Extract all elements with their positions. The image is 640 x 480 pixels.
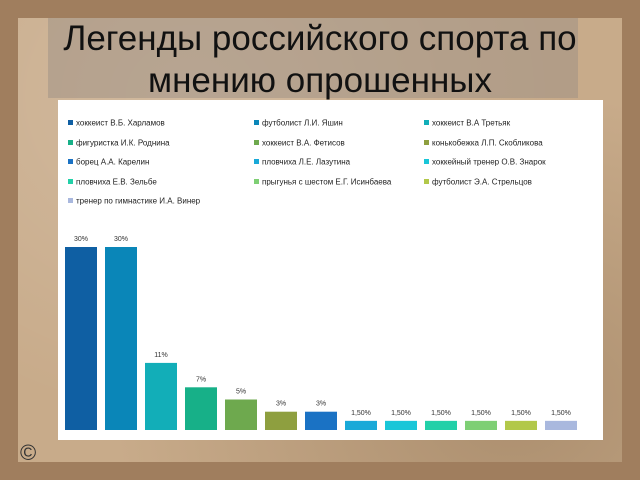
bar [225,399,257,430]
legend-label: хоккеист В.А. Фетисов [262,137,345,147]
legend-item: футболист Э.А. Стрельцов [424,177,532,186]
legend-swatch [254,139,259,145]
data-label: 7% [196,376,206,383]
data-label: 3% [316,401,326,408]
data-label: 1,50% [511,410,531,417]
chart-area: хоккеист В.Б. Харламов футболист Л.И. Яши… [58,100,603,440]
data-label: 11% [154,352,168,359]
legend-item: хоккеист В.Б. Харламов [68,118,165,127]
legend-item: хоккейный тренер О.В. Знарок [424,157,546,166]
bar [505,420,537,430]
legend-item: борец А.А. Карелин [68,157,149,166]
title-backdrop [48,10,578,98]
data-label: 1,50% [471,410,491,417]
page-title: Легенды российского спорта по мнению опр… [63,19,577,100]
legend-item: фигуристка И.К. Роднина [68,138,170,147]
data-label: 1,50% [431,410,451,417]
legend-item: футболист Л.И. Яшин [254,118,343,127]
bar [345,420,377,430]
legend-item: тренер по гимнастике И.А. Винер [68,196,200,205]
legend-item: прыгунья с шестом Е.Г. Исинбаева [254,177,391,186]
legend-item: конькобежка Л.П. Скобликова [424,138,543,147]
data-label: 3% [276,401,286,408]
bar [545,420,577,430]
data-label: 30% [114,236,128,243]
legend-label: футболист Л.И. Яшин [262,118,343,128]
legend-swatch [424,139,429,145]
legend-swatch [68,120,73,126]
copyright-symbol: © [20,440,37,465]
legend-swatch [254,159,259,165]
data-label: 1,50% [391,410,411,417]
legend-label: тренер по гимнастике И.А. Винер [76,196,201,206]
data-label: 5% [236,389,246,396]
bar [385,420,417,430]
bar [145,362,177,430]
legend-swatch [68,159,73,165]
legend-item: хоккеист В.А. Фетисов [254,138,345,147]
data-label: 30% [74,236,88,243]
legend-label: фигуристка И.К. Роднина [76,137,170,147]
bar [65,247,97,430]
legend-swatch [254,178,259,184]
legend-swatch [254,120,259,126]
legend-item: пловчиха Е.В. Зельбе [68,177,157,186]
legend-swatch [424,178,429,184]
bar [265,411,297,430]
legend-label: пловчиха Е.В. Зельбе [76,176,157,186]
bar [425,420,457,430]
legend-swatch [68,198,73,204]
legend-label: конькобежка Л.П. Скобликова [432,137,543,147]
legend-label: пловчиха Л.Е. Лазутина [262,157,351,167]
legend-swatch [68,139,73,145]
legend-label: борец А.А. Карелин [76,157,150,167]
legend-label: хоккеист В.Б. Харламов [76,118,165,128]
bar [305,411,337,430]
legend-label: хоккейный тренер О.В. Знарок [432,157,546,167]
legend-swatch [68,178,73,184]
bar [105,247,137,430]
bar-chart: 30% 30% 11% 7% 5% 3% 3% 1,50% 1,50% 1,50% 1,50% 1,5… [65,236,577,430]
legend-label: футболист Э.А. Стрельцов [432,176,532,186]
legend-label: прыгунья с шестом Е.Г. Исинбаева [262,176,392,186]
data-label: 1,50% [551,410,571,417]
legend-item: пловчиха Л.Е. Лазутина [254,157,350,166]
legend-swatch [424,159,429,165]
bar [465,420,497,430]
bar [185,387,217,430]
data-label: 1,50% [351,410,371,417]
legend-swatch [424,120,429,126]
legend-item: хоккеист В.А Третьяк [424,118,510,127]
legend-label: хоккеист В.А Третьяк [432,118,511,128]
